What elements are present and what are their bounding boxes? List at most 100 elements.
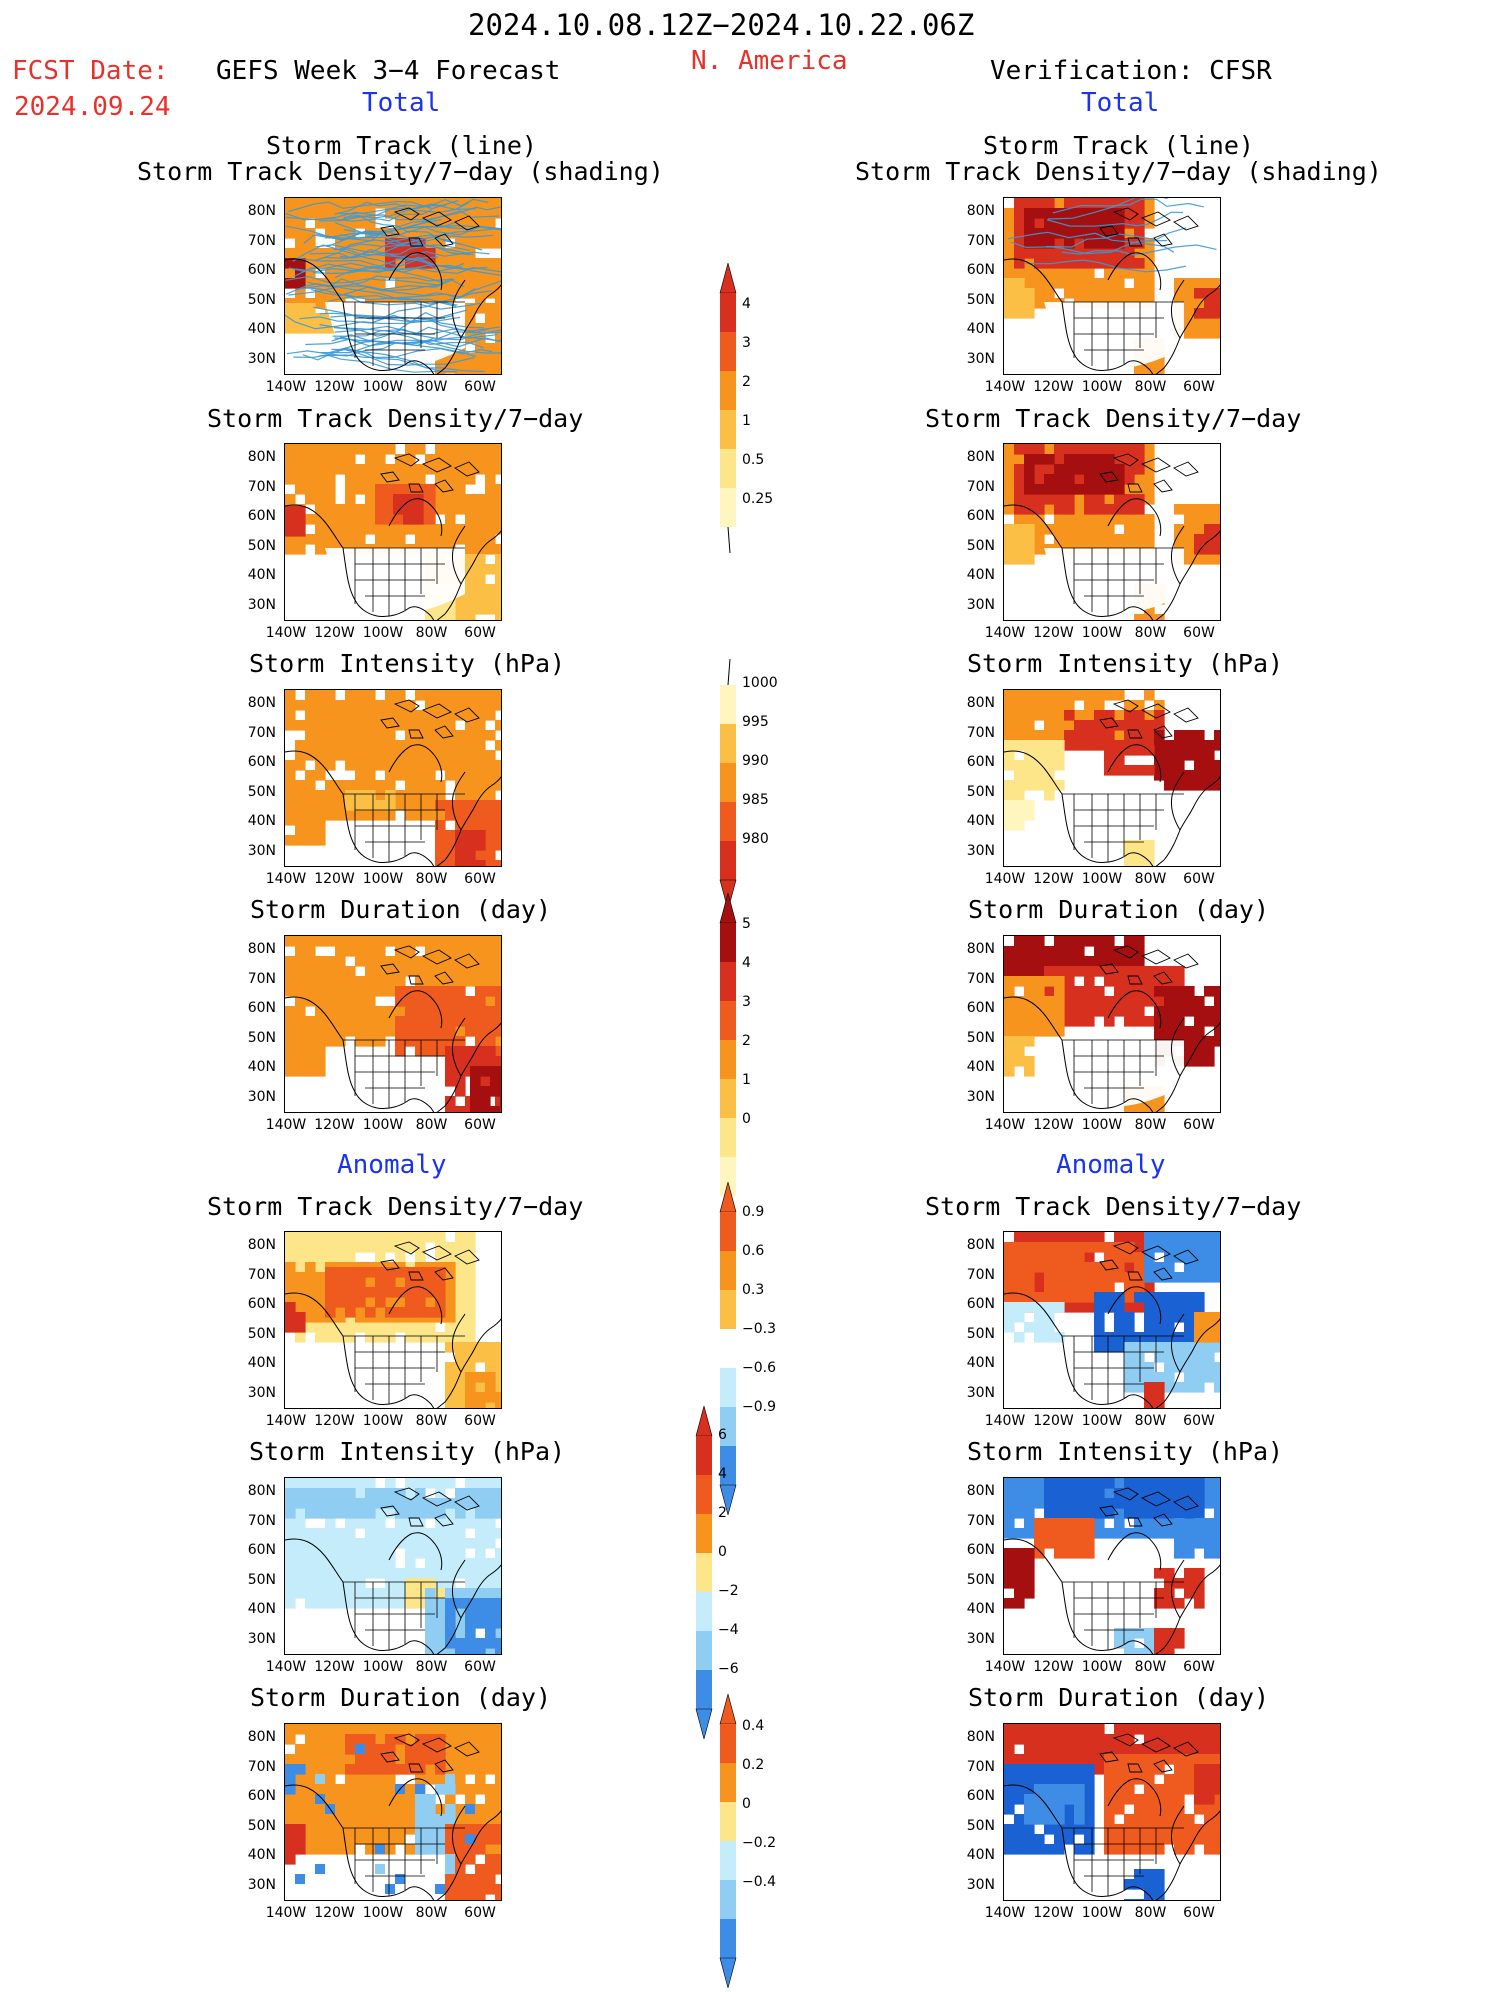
shade-cell [1144,1106,1155,1112]
arctic-islands [380,1733,480,1773]
shade-cell [405,1307,416,1318]
shade-cell [385,1332,396,1343]
shade-cell [1214,278,1220,289]
shade-cell [1004,1016,1015,1027]
shade-cell [395,690,406,701]
shade-cell [435,1026,446,1037]
shade-cell [285,526,296,537]
shade-cell [1204,1804,1215,1815]
shade-cell [435,248,446,259]
shade-cell [355,730,366,741]
shade-cell [1104,1784,1115,1795]
shade-cell [425,1608,436,1619]
shade-cell [1134,720,1145,731]
colorbar-segment [720,1251,736,1290]
shade-cell [445,740,456,751]
shade-cell [435,504,446,515]
shade-cell [335,1724,346,1735]
shade-cell [495,1804,501,1815]
shade-cell [435,198,446,209]
lat-label: 30N [247,1088,276,1105]
lon-label: 120W [314,1905,355,1921]
shade-cell [385,524,396,535]
shade-cell [435,258,446,269]
shade-cell [1174,1272,1185,1283]
shade-cell [415,936,426,947]
shade-cell [1054,1754,1065,1765]
shade-cell [1064,1784,1075,1795]
shade-cell [1094,534,1105,545]
shade-cell [355,1578,366,1589]
map-panel-duration-left [284,935,502,1113]
shade-cell [490,1086,501,1097]
shade-cell [475,444,486,455]
shade-cell [345,810,356,821]
shade-cell [325,1488,336,1499]
shade-cell [435,1598,446,1609]
shade-cell [445,1804,456,1815]
shade-cell [1134,710,1145,721]
shade-cell [1114,1754,1125,1765]
shade-cell [375,780,386,791]
shade-cell [1124,1372,1135,1383]
shade-cell [395,1874,405,1884]
shade-cell [455,1016,466,1027]
shade-cell [455,946,466,957]
state-borders [343,1581,465,1650]
shade-cell [295,1232,306,1243]
shade-cell [365,1724,376,1735]
shade-cell [395,976,406,987]
shade-cell [455,800,466,811]
shade-cell [475,514,486,525]
lon-label: 60W [1183,1117,1215,1133]
shade-cell [445,514,456,525]
map-panel-intensity-right [1003,689,1221,867]
shade-cell [1054,454,1065,465]
shade-cell [495,333,501,344]
shade-cell [305,494,316,505]
shade-cell [1014,1016,1025,1027]
shade-cell [1164,1478,1175,1489]
shade-cell [425,966,436,977]
shade-cell [1154,1392,1165,1403]
shade-cell [445,1608,456,1619]
shade-cell [435,810,446,821]
colorbar-label: 3 [742,335,751,351]
shade-cell [1074,730,1085,741]
shade-cell [485,1006,496,1017]
shade-cell [335,1252,346,1263]
shade-cell [455,1488,466,1499]
colorbar-segment [696,1436,712,1475]
lon-label: 100W [362,1905,404,1921]
colorbar-label: 2 [718,1505,727,1521]
shade-cell [285,323,296,334]
shade-cell [385,1588,396,1599]
shade-cell [1164,1026,1175,1037]
shade-cell [415,1784,425,1794]
shade-cell [345,1598,356,1609]
shade-cell [1084,504,1095,515]
shade-cell [455,278,466,289]
shade-cell [495,840,501,851]
shade-cell [1204,1352,1215,1363]
shade-cell [435,1724,446,1735]
shade-cell [1124,288,1135,299]
shade-cell [1164,1648,1175,1654]
shade-cell [1194,1774,1205,1785]
shade-cell [1104,1824,1115,1835]
shade-cell [1184,1046,1195,1057]
shade-cell [325,1277,336,1288]
shade-cell [485,790,496,801]
shade-cell [1144,1332,1155,1343]
shade-cell [1074,1784,1085,1795]
shade-cell [1034,298,1045,309]
shade-cell [285,1508,296,1519]
shade-cell [405,1744,416,1755]
shade-cell [315,1538,326,1549]
shade-cell [295,1056,306,1067]
shade-cell [1214,1478,1220,1489]
shade-cell [1144,1518,1155,1529]
shade-cell [295,750,306,761]
shade-cell [365,504,376,515]
shade-cell [495,544,501,555]
